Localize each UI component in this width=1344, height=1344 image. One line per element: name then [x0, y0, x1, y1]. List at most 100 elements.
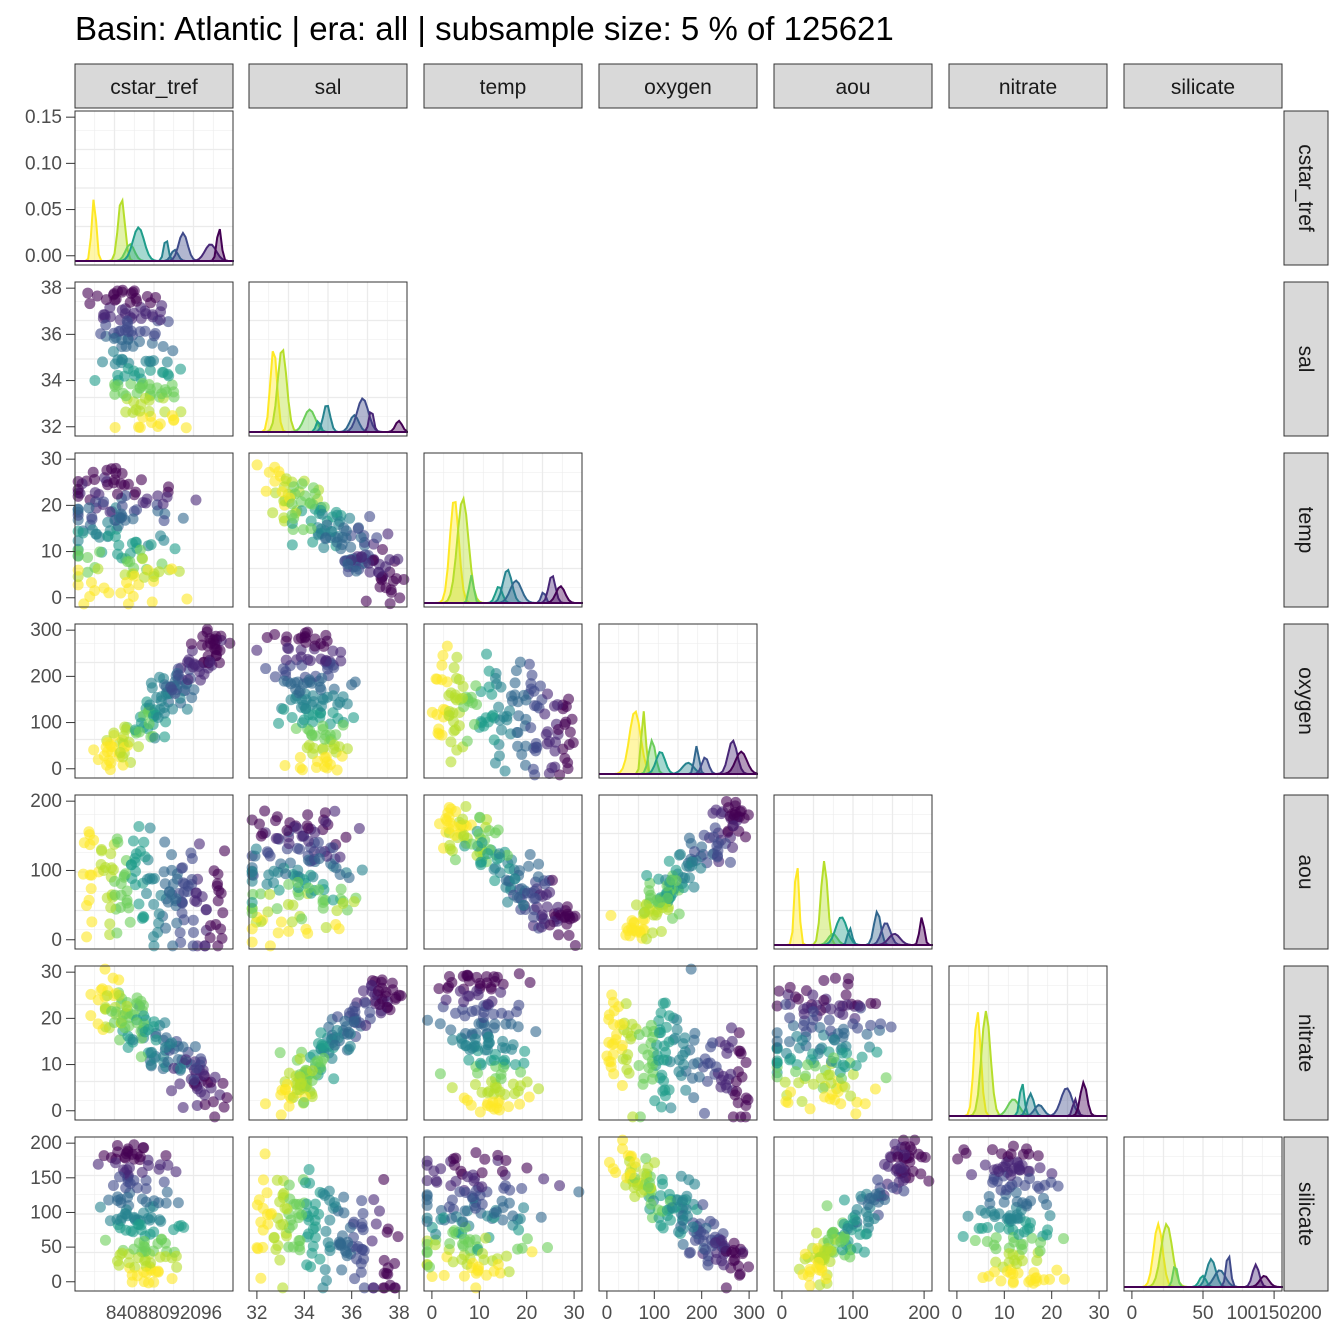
data-point — [742, 809, 754, 821]
data-point — [152, 490, 164, 502]
data-point — [382, 528, 394, 540]
data-point — [135, 1051, 147, 1063]
data-point — [141, 493, 153, 505]
data-point — [863, 1216, 875, 1228]
data-point — [307, 482, 319, 494]
data-point — [707, 1037, 719, 1049]
data-point — [962, 1210, 974, 1222]
data-point — [496, 1007, 508, 1019]
data-point — [476, 1248, 488, 1260]
data-point — [207, 634, 219, 646]
data-point — [434, 1068, 446, 1080]
data-point — [170, 1250, 182, 1262]
data-point — [524, 976, 536, 988]
data-point — [148, 1016, 160, 1028]
strip-right-oxygen: oxygen — [1283, 623, 1329, 779]
data-point — [549, 745, 561, 757]
data-point — [850, 1108, 862, 1120]
data-point — [1007, 1276, 1019, 1288]
data-point — [551, 699, 563, 711]
data-point — [370, 1218, 382, 1230]
data-point — [441, 640, 453, 652]
data-point — [122, 317, 134, 329]
data-point — [633, 1029, 645, 1041]
data-point — [492, 1149, 504, 1161]
data-point — [143, 355, 155, 367]
data-point — [1021, 1198, 1033, 1210]
data-point — [822, 1069, 834, 1081]
data-point — [277, 1218, 289, 1230]
data-point — [138, 1142, 150, 1154]
data-point — [447, 1256, 459, 1268]
x-tick-label: 34 — [294, 1303, 316, 1324]
data-point — [159, 836, 171, 848]
x-tick-label: 20 — [1041, 1303, 1062, 1324]
data-point — [360, 595, 372, 607]
data-point — [319, 733, 331, 745]
data-point — [1034, 1245, 1046, 1257]
data-point — [463, 1054, 475, 1066]
data-point — [195, 1086, 207, 1098]
data-point — [655, 1219, 667, 1231]
data-point — [303, 1228, 315, 1240]
data-point — [663, 855, 675, 867]
data-point — [657, 997, 669, 1009]
data-point — [275, 1089, 287, 1101]
data-point — [188, 1074, 200, 1086]
data-point — [160, 1150, 172, 1162]
data-point — [865, 1019, 877, 1031]
data-point — [807, 1014, 819, 1026]
data-point — [268, 1232, 280, 1244]
panel-aou-vs-aou — [773, 794, 933, 950]
data-point — [470, 1147, 482, 1159]
data-point — [731, 1085, 743, 1097]
data-point — [117, 759, 129, 771]
density-nitrate — [949, 1010, 1107, 1117]
data-point — [335, 655, 347, 667]
y-tick-label: 200 — [30, 791, 62, 812]
y-tick-label: 0 — [51, 759, 62, 780]
data-point — [514, 1098, 526, 1110]
data-point — [315, 1027, 327, 1039]
data-point — [82, 552, 94, 564]
data-point — [321, 762, 333, 774]
strip-top-bg — [1123, 63, 1283, 109]
data-point — [113, 1259, 125, 1271]
data-point — [495, 1073, 507, 1085]
data-point — [371, 532, 383, 544]
data-point — [104, 918, 116, 930]
x-tick-label: 38 — [389, 1303, 410, 1324]
data-point — [196, 639, 208, 651]
data-point — [293, 1198, 305, 1210]
data-point — [442, 807, 454, 819]
data-point — [133, 421, 145, 433]
data-point — [315, 523, 327, 535]
data-point — [1041, 1229, 1053, 1241]
data-point — [352, 523, 364, 535]
data-point — [798, 1008, 810, 1020]
data-point — [637, 908, 649, 920]
data-point — [865, 997, 877, 1009]
data-point — [262, 1218, 274, 1230]
data-point — [334, 851, 346, 863]
panel-silicate-vs-oxygen — [598, 1134, 758, 1294]
x-tick-label: 200 — [908, 1303, 940, 1324]
data-point — [446, 1212, 458, 1224]
data-point — [842, 1223, 854, 1235]
data-point — [292, 876, 304, 888]
data-point — [122, 326, 134, 338]
data-point — [107, 1180, 119, 1192]
data-point — [167, 703, 179, 715]
data-point — [353, 823, 365, 835]
data-point — [107, 346, 119, 358]
data-point — [836, 1047, 848, 1059]
data-point — [328, 1073, 340, 1085]
data-point — [259, 1098, 271, 1110]
data-point — [283, 838, 295, 850]
data-point — [1034, 1162, 1046, 1174]
data-point — [503, 1101, 515, 1113]
gridlines — [599, 624, 757, 778]
data-point — [681, 1210, 693, 1222]
data-point — [510, 665, 522, 677]
